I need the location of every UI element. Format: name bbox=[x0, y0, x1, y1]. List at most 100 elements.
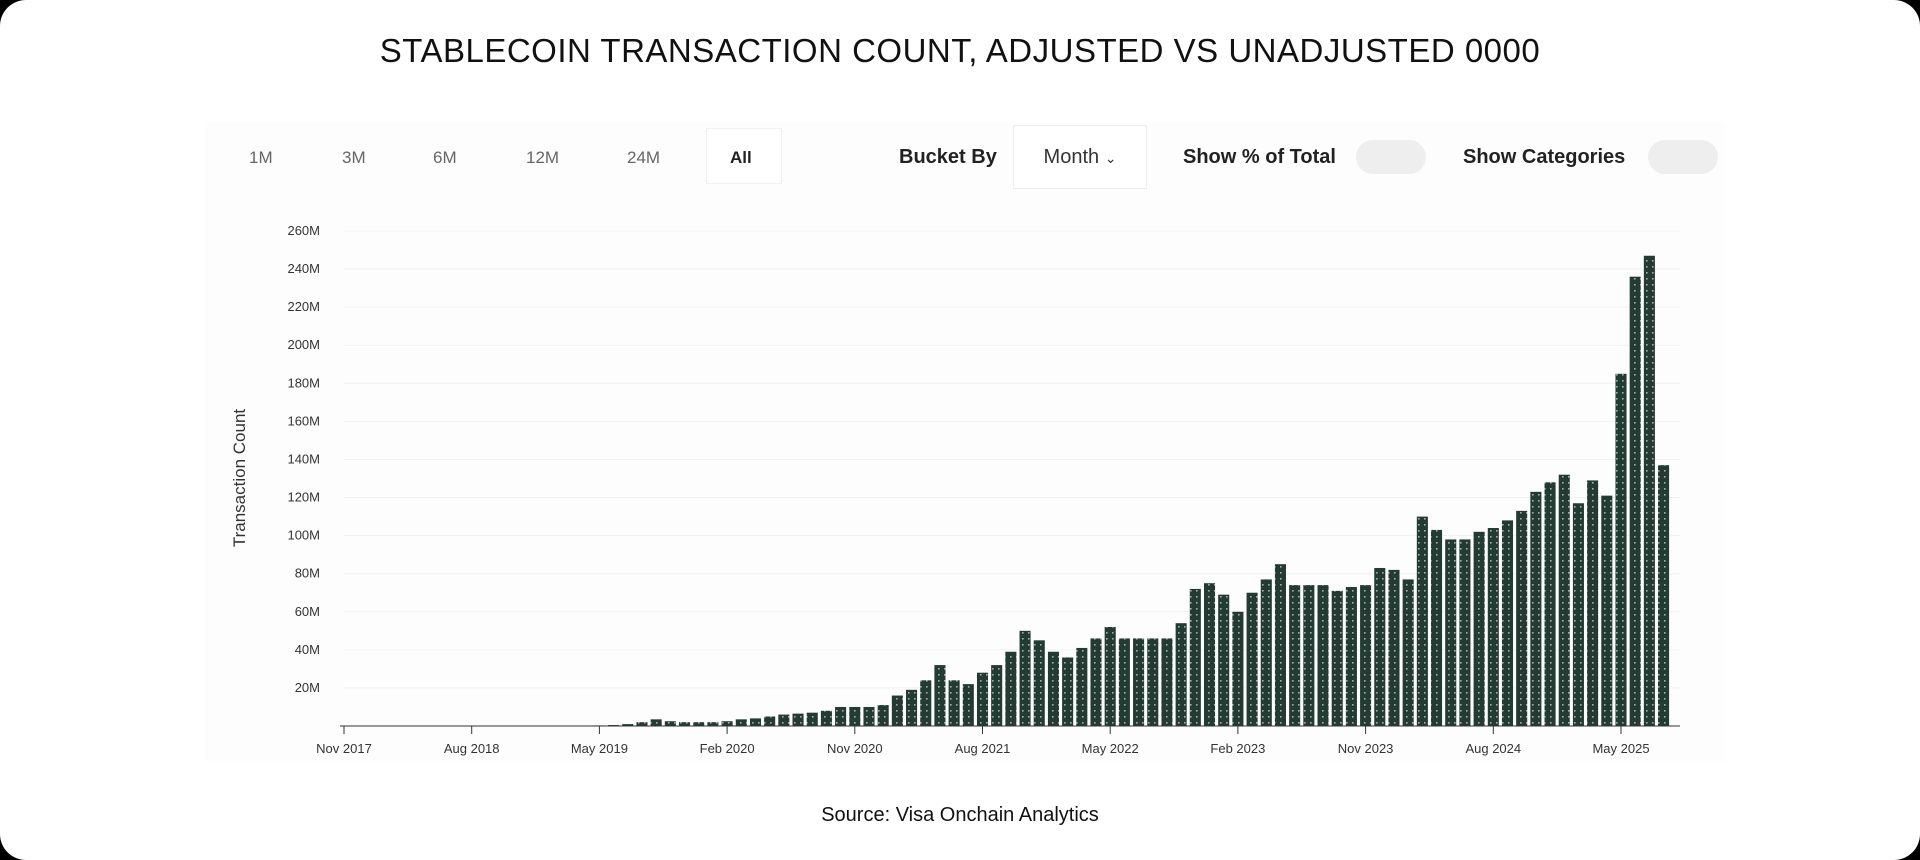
x-tick-label: Nov 2023 bbox=[1338, 741, 1394, 756]
bar bbox=[1090, 638, 1102, 726]
active-range-box bbox=[706, 128, 782, 184]
bar bbox=[707, 722, 719, 726]
bar bbox=[1047, 651, 1059, 726]
x-tick-label: Aug 2018 bbox=[444, 741, 500, 756]
bar bbox=[1033, 640, 1045, 726]
y-tick-label: 240M bbox=[287, 261, 320, 276]
bar bbox=[1345, 587, 1357, 726]
y-tick-label: 80M bbox=[295, 566, 320, 581]
bar bbox=[1501, 520, 1514, 726]
page-title: STABLECOIN TRANSACTION COUNT, ADJUSTED V… bbox=[379, 32, 1541, 69]
bar bbox=[1260, 579, 1272, 726]
bar bbox=[1175, 623, 1187, 726]
bucket-select[interactable]: Month ⌄ bbox=[1013, 125, 1147, 189]
chart-panel bbox=[205, 122, 1725, 762]
y-tick-label: 140M bbox=[287, 451, 320, 466]
x-tick-label: Aug 2021 bbox=[955, 741, 1011, 756]
range-all-button[interactable]: All bbox=[730, 148, 752, 167]
bar bbox=[1104, 627, 1116, 726]
range-12m-button[interactable]: 12M bbox=[526, 148, 560, 167]
bar bbox=[636, 722, 648, 726]
range-1m-button[interactable]: 1M bbox=[249, 148, 273, 167]
bar bbox=[1558, 474, 1570, 726]
bar bbox=[622, 724, 634, 726]
bar bbox=[849, 706, 861, 726]
y-tick-label: 200M bbox=[287, 337, 320, 352]
bar bbox=[1203, 583, 1216, 726]
bar bbox=[820, 710, 832, 726]
bar bbox=[1331, 590, 1343, 726]
bar bbox=[976, 672, 989, 726]
bar bbox=[863, 706, 875, 726]
bar bbox=[1317, 585, 1329, 726]
bar bbox=[962, 684, 974, 726]
x-tick-label: Feb 2020 bbox=[700, 741, 755, 756]
bar bbox=[1303, 585, 1315, 726]
bar bbox=[1360, 585, 1372, 726]
range-24m-button[interactable]: 24M bbox=[627, 148, 661, 167]
bar bbox=[1530, 491, 1542, 726]
bar bbox=[678, 722, 691, 726]
bar bbox=[1658, 465, 1670, 726]
bucket-value: Month bbox=[1043, 146, 1100, 168]
bar bbox=[1629, 276, 1641, 726]
bar bbox=[721, 721, 733, 726]
bar bbox=[735, 719, 747, 726]
bar bbox=[1601, 495, 1613, 726]
y-tick-label: 180M bbox=[287, 375, 320, 390]
y-tick-label: 260M bbox=[287, 223, 320, 238]
bar bbox=[806, 712, 818, 726]
bar bbox=[1274, 564, 1287, 726]
y-tick-label: 160M bbox=[287, 413, 320, 428]
bar bbox=[1388, 569, 1400, 726]
bar bbox=[1289, 585, 1301, 726]
bar bbox=[792, 713, 804, 726]
bar bbox=[934, 665, 946, 726]
x-tick-label: Nov 2017 bbox=[316, 741, 372, 756]
bar bbox=[877, 705, 889, 726]
show-pct-label: Show % of Total bbox=[1183, 146, 1336, 168]
bar bbox=[749, 718, 762, 726]
bar bbox=[948, 680, 960, 726]
bar bbox=[835, 706, 847, 726]
bar bbox=[991, 665, 1003, 726]
bar bbox=[1516, 510, 1528, 726]
x-tick-label: Nov 2020 bbox=[827, 741, 883, 756]
bar bbox=[1076, 647, 1088, 726]
show-categories-toggle[interactable] bbox=[1648, 140, 1718, 174]
bar bbox=[1374, 567, 1386, 726]
bar bbox=[1587, 480, 1599, 726]
bar bbox=[1062, 657, 1074, 726]
y-tick-label: 60M bbox=[295, 604, 320, 619]
bar bbox=[664, 721, 676, 726]
y-tick-label: 220M bbox=[287, 299, 320, 314]
bar bbox=[891, 695, 903, 726]
bar bbox=[920, 680, 932, 726]
bar bbox=[1643, 255, 1655, 726]
bar bbox=[650, 719, 662, 726]
x-tick-label: Feb 2023 bbox=[1210, 741, 1265, 756]
y-tick-label: 120M bbox=[287, 490, 320, 505]
bar bbox=[1218, 594, 1230, 726]
bar bbox=[1615, 373, 1627, 726]
range-3m-button[interactable]: 3M bbox=[342, 148, 366, 167]
bar bbox=[1133, 638, 1145, 726]
y-axis-label: Transaction Count bbox=[230, 409, 249, 548]
bar bbox=[1459, 539, 1471, 726]
bar bbox=[1416, 516, 1428, 726]
source-note: Source: Visa Onchain Analytics bbox=[821, 804, 1099, 826]
bar bbox=[1118, 638, 1130, 726]
chevron-down-icon: ⌄ bbox=[1104, 150, 1117, 166]
bar bbox=[1189, 588, 1201, 726]
bar bbox=[1232, 611, 1244, 726]
show-pct-toggle[interactable] bbox=[1356, 140, 1426, 174]
range-6m-button[interactable]: 6M bbox=[433, 148, 457, 167]
x-tick-label: Aug 2024 bbox=[1465, 741, 1521, 756]
bar bbox=[1473, 531, 1485, 726]
bar bbox=[1161, 638, 1173, 726]
bar bbox=[764, 716, 776, 726]
bar bbox=[906, 689, 918, 726]
y-tick-label: 20M bbox=[295, 680, 320, 695]
